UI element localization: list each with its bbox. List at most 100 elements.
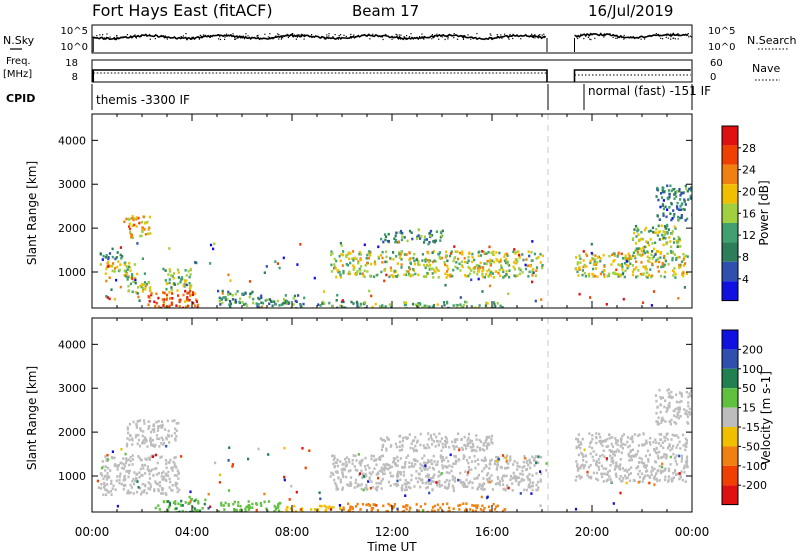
noise-search-dot: [288, 35, 290, 37]
range-cell: [397, 273, 400, 277]
noise-search-dot: [419, 36, 421, 38]
range-cell: [595, 436, 598, 440]
range-cell: [168, 268, 171, 271]
range-cell: [528, 458, 531, 462]
range-cell: [135, 477, 138, 480]
range-cell: [415, 470, 418, 473]
range-cell: [581, 273, 584, 277]
range-cell: [149, 485, 153, 488]
range-cell: [672, 444, 675, 448]
range-cell: [381, 250, 384, 254]
range-cell: [578, 266, 581, 270]
range-cell: [532, 458, 535, 462]
range-cell: [373, 467, 376, 470]
range-cell: [458, 447, 461, 450]
range-cell: [186, 297, 189, 301]
range-cell: [282, 301, 285, 305]
range-cell: [164, 492, 167, 495]
range-cell: [351, 459, 354, 462]
range-cell: [220, 504, 223, 507]
range-cell: [632, 251, 635, 254]
range-cell: [619, 437, 622, 441]
range-cell: [377, 476, 380, 480]
range-cell: [664, 478, 667, 482]
range-cell: [175, 422, 178, 425]
range-cell: [132, 218, 135, 222]
range-cell: [429, 482, 432, 486]
range-cell: [466, 473, 469, 477]
range-cell: [367, 480, 370, 483]
range-cell: [669, 448, 672, 452]
range-cell: [345, 255, 348, 259]
range-cell: [113, 456, 116, 460]
range-cell: [469, 508, 472, 511]
range-cell: [143, 422, 146, 425]
noise-left-tick-low: 10^0: [61, 42, 88, 53]
noise-search-dot: [672, 37, 674, 39]
range-cell: [468, 456, 471, 459]
nsky-label: N.Sky: [3, 34, 35, 47]
range-cell: [369, 486, 372, 490]
range-cell: [428, 479, 431, 482]
noise-search-dot: [453, 33, 455, 35]
range-cell: [157, 296, 160, 300]
range-cell: [370, 480, 373, 483]
noise-search-dot: [534, 34, 536, 36]
range-cell: [403, 303, 406, 307]
noise-search-dot: [464, 36, 466, 38]
range-cell: [348, 257, 351, 261]
range-cell: [331, 305, 334, 308]
range-cell: [659, 251, 663, 254]
range-cell: [125, 272, 129, 276]
range-cell: [359, 463, 362, 467]
range-cell: [633, 455, 636, 458]
range-cell: [267, 500, 270, 503]
noise-search-dot: [323, 38, 325, 40]
range-cell: [669, 422, 672, 426]
range-cell: [389, 484, 392, 487]
colorbar-tick-label: 28: [742, 142, 756, 155]
range-cell: [454, 250, 457, 253]
range-cell: [446, 264, 449, 268]
range-cell: [162, 492, 165, 495]
range-cell: [425, 304, 428, 308]
range-cell: [296, 263, 299, 266]
range-cell: [125, 457, 128, 460]
range-cell: [427, 251, 430, 255]
range-cell: [640, 230, 643, 234]
range-cell: [467, 432, 471, 436]
range-cell: [165, 493, 168, 497]
range-cell: [485, 473, 489, 477]
range-cell: [669, 394, 672, 398]
noise-search-dot: [219, 36, 221, 38]
noise-search-dot: [102, 34, 104, 36]
range-cell: [446, 466, 449, 469]
range-cell: [341, 486, 344, 490]
range-cell: [120, 466, 124, 470]
range-cell: [602, 480, 605, 483]
range-cell: [690, 389, 692, 393]
range-cell: [325, 505, 328, 509]
x-tick-label: 12:00: [375, 525, 410, 539]
range-cell: [117, 464, 120, 467]
range-cell: [381, 477, 384, 481]
range-cell: [299, 304, 302, 307]
range-cell: [521, 473, 524, 476]
range-cell: [251, 290, 254, 294]
range-cell: [451, 465, 454, 469]
noise-search-dot: [539, 34, 541, 36]
colorbar-tick-label: 100: [742, 363, 763, 376]
range-cell: [356, 502, 359, 506]
range-cell: [134, 281, 137, 285]
noise-search-dot: [446, 36, 448, 38]
range-cell: [389, 504, 392, 507]
range-cell: [355, 257, 358, 261]
range-cell: [143, 441, 146, 445]
range-cell: [174, 500, 177, 503]
noise-search-dot: [379, 35, 381, 37]
range-cell: [165, 444, 168, 448]
colorbar-segment: [722, 368, 738, 389]
range-cell: [247, 505, 250, 509]
range-cell: [284, 294, 287, 297]
range-cell: [408, 507, 412, 510]
